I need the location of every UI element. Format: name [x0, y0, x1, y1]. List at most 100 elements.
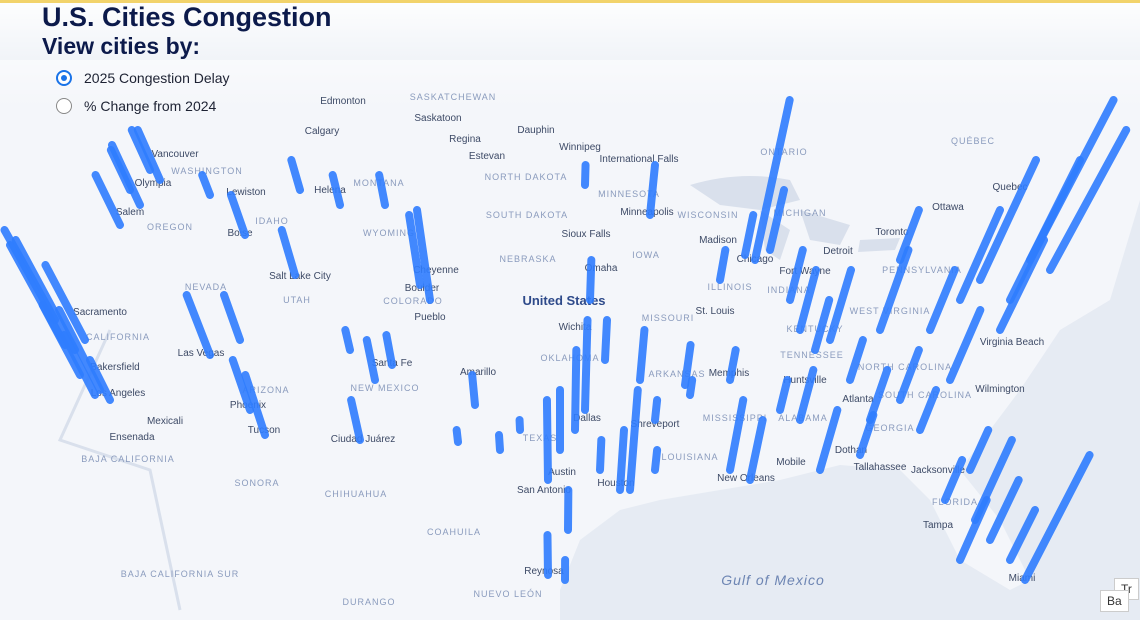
region-label: FLORIDA [932, 497, 978, 507]
region-label: IOWA [632, 250, 660, 260]
city-bar [55, 306, 104, 394]
city-bar [86, 356, 114, 404]
city-label: Sioux Falls [562, 229, 611, 240]
region-label: UTAH [283, 295, 311, 305]
city-label: Atlanta [842, 394, 874, 405]
city-label: Cheyenne [413, 265, 459, 276]
city-label: Detroit [823, 246, 853, 257]
city-label: Winnipeg [559, 142, 601, 153]
region-label: WISCONSIN [677, 210, 738, 220]
city-bar [341, 326, 354, 354]
city-bar [287, 156, 304, 194]
city-label: San Antonio [517, 485, 571, 496]
city-bar [796, 266, 820, 334]
city-bar [846, 336, 867, 384]
option-label[interactable]: % Change from 2024 [84, 98, 217, 114]
city-bar [468, 371, 479, 409]
city-label: Dauphin [517, 125, 554, 136]
city-bar [405, 211, 424, 289]
radio[interactable] [56, 98, 72, 114]
region-label: SOUTH DAKOTA [486, 210, 568, 220]
city-label: Toronto [875, 227, 909, 238]
lakes [690, 176, 900, 260]
city-label: Vancouver [151, 149, 199, 160]
options: 2025 Congestion Delay % Change from 2024 [42, 64, 332, 120]
city-label: Las Vegas [178, 348, 225, 359]
city-bar [876, 246, 913, 334]
city-bar [726, 396, 748, 474]
city-label: Boise [227, 228, 252, 239]
city-label: Fort Wayne [779, 266, 831, 277]
city-bar [811, 296, 834, 354]
region-label: MINNESOTA [598, 189, 660, 199]
city-bar [543, 531, 552, 579]
city-bar [866, 366, 892, 424]
city-bar [542, 396, 552, 484]
region-label: NEW MEXICO [350, 383, 419, 393]
region-label: TENNESSEE [780, 350, 844, 360]
city-label: Olympia [135, 178, 172, 189]
city-label: Virginia Beach [980, 337, 1044, 348]
city-bar [741, 211, 758, 259]
region-label: ONTARIO [760, 147, 807, 157]
city-label: Huntsville [783, 375, 827, 386]
bars [0, 96, 1131, 584]
city-label: Saskatoon [414, 113, 461, 124]
city-bar [362, 336, 379, 384]
city-label: Regina [449, 134, 481, 145]
city-bar [766, 186, 788, 254]
region-label: KENTUCKY [786, 324, 843, 334]
region-label: NEBRASKA [499, 254, 556, 264]
region-label: CHIHUAHUA [325, 489, 388, 499]
city-label: Amarillo [460, 367, 497, 378]
city-bar [91, 171, 124, 229]
city-bar [646, 161, 659, 219]
coast [57, 329, 182, 611]
city-label: Helena [314, 185, 346, 196]
city-bar [571, 346, 581, 434]
city-bar [651, 396, 662, 424]
country-label: United States [522, 293, 605, 308]
city-label: Estevan [469, 151, 505, 162]
region-label: NORTH CAROLINA [858, 362, 952, 372]
city-bar [941, 456, 967, 504]
city-label: Pueblo [414, 312, 446, 323]
city-bar [228, 356, 254, 414]
city-label: Salt Lake City [269, 271, 331, 282]
option[interactable]: 2025 Congestion Delay [56, 64, 332, 92]
city-bar [616, 426, 628, 494]
region-label: BAJA CALIFORNIA SUR [121, 569, 240, 579]
region-label: BAJA CALIFORNIA [81, 454, 175, 464]
map-control[interactable]: Ba [1100, 590, 1129, 612]
city-bar [220, 291, 244, 344]
city-label: Ensenada [109, 432, 154, 443]
city-bar [966, 426, 993, 474]
city-bar [681, 341, 695, 389]
city-bar [227, 191, 249, 239]
region-label: ARKANSAS [648, 369, 705, 379]
city-bar [375, 171, 389, 209]
city-label: Calgary [305, 126, 339, 137]
city-bar [946, 306, 985, 384]
city-bar [133, 126, 164, 184]
region-label: TEXAS [523, 433, 558, 443]
region-label: COLORADO [383, 296, 443, 306]
city-bar [452, 426, 462, 446]
region-label: NEVADA [185, 282, 227, 292]
city-bar [495, 431, 504, 454]
option-label[interactable]: 2025 Congestion Delay [84, 70, 230, 86]
radio[interactable] [56, 70, 72, 86]
city-bar [786, 246, 807, 304]
city-bar [1021, 451, 1094, 584]
header: U.S. Cities Congestion View cities by: 2… [42, 2, 332, 120]
city-bar [651, 446, 662, 474]
option[interactable]: % Change from 2024 [56, 92, 332, 120]
city-bar [601, 316, 611, 364]
city-bar [1026, 96, 1118, 264]
city-label: Madison [699, 235, 737, 246]
region-label: MICHIGAN [774, 208, 827, 218]
region-label: SOUTH CAROLINA [878, 390, 972, 400]
city-label: Wilmington [975, 384, 1024, 395]
